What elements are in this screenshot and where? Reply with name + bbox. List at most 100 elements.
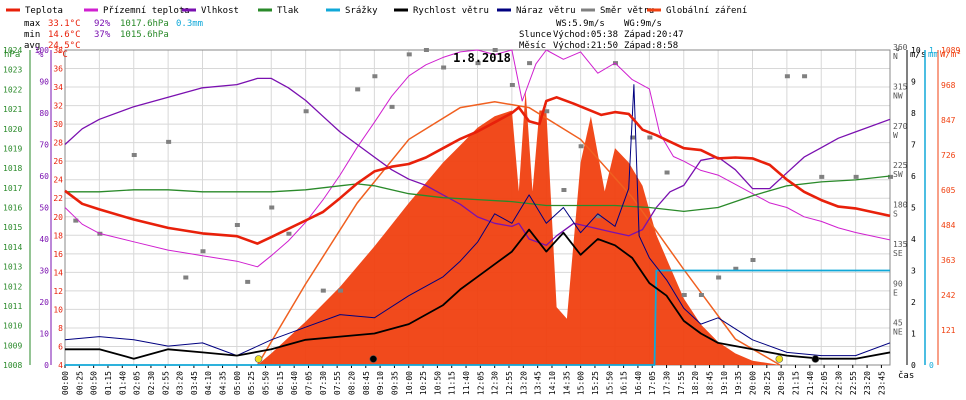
pressure-line (65, 175, 891, 213)
wind-direction-point (527, 61, 533, 66)
wind-direction-point (853, 174, 859, 179)
temperature-tick-label: 38 (53, 46, 63, 55)
x-tick-label: 07:30 (319, 371, 328, 395)
wind-tick-label: 3 (911, 267, 916, 276)
ground-temperature-line (64, 49, 891, 268)
stats-max-label: max (24, 19, 41, 29)
humidity-tick-label: 60 (39, 172, 49, 181)
temperature-tick-label: 24 (53, 176, 63, 185)
x-tick-label: 02:55 (161, 371, 170, 395)
direction-cardinal-label: NE (893, 328, 903, 337)
x-tick-label: 07:55 (333, 371, 342, 395)
wind-direction-point (245, 279, 251, 284)
x-tick-label: 02:05 (133, 371, 142, 395)
x-tick-label: 10:25 (419, 371, 428, 395)
direction-tick-label: 90 (893, 279, 903, 288)
pressure-tick-label: 1011 (3, 302, 22, 311)
axes: hPa% °C ° m/s mm W/m²čas100810091010101110121… (3, 43, 962, 395)
temperature-tick-label: 6 (58, 342, 63, 351)
x-tick-label: 21:15 (791, 371, 800, 395)
legend-label: Vlhkost (201, 6, 239, 16)
x-tick-label: 17:30 (663, 371, 672, 395)
wind-direction-point (269, 205, 275, 210)
direction-tick-label: 135 (893, 240, 908, 249)
stats-max-temp: 33.1°C (48, 19, 81, 29)
wind-direction-point (372, 74, 378, 79)
radiation-tick-label: 1089 (941, 46, 960, 55)
x-tick-label: 11:15 (448, 371, 457, 395)
temperature-tick-label: 4 (58, 361, 63, 370)
x-tick-label: 14:35 (562, 371, 571, 395)
pressure-tick-label: 1019 (3, 144, 22, 153)
direction-tick-label: 180 (893, 201, 908, 210)
rain-tick-label: 1 (929, 46, 934, 55)
x-tick-label: 04:35 (219, 371, 228, 395)
wind-tick-label: 6 (911, 172, 916, 181)
x-tick-label: 23:20 (863, 371, 872, 395)
temperature-tick-label: 18 (53, 231, 63, 240)
x-tick-label: 12:30 (491, 371, 500, 395)
legend-label: Náraz větru (516, 6, 576, 16)
wind-direction-point (338, 288, 343, 293)
wind-direction-point (73, 218, 79, 223)
wind-direction-point (286, 231, 292, 236)
radiation-tick-label: 968 (941, 81, 956, 90)
wind-tick-label: 8 (911, 109, 916, 118)
direction-cardinal-label: N (893, 52, 898, 61)
humidity-tick-label: 50 (39, 204, 49, 213)
wind-direction-point (630, 135, 636, 140)
temperature-tick-label: 34 (53, 83, 63, 92)
wind-tick-label: 4 (911, 235, 916, 244)
wind-speed-line (65, 228, 891, 360)
x-tick-label: 15:00 (577, 371, 586, 395)
wind-speed-summary: WS:5.9m/s (556, 19, 605, 29)
direction-tick-label: 270 (893, 122, 908, 131)
x-tick-label: 22:55 (849, 371, 858, 395)
rain-line (65, 269, 890, 366)
legend-label: Tlak (277, 6, 299, 16)
humidity-tick-label: 70 (39, 141, 49, 150)
pressure-tick-label: 1010 (3, 322, 22, 331)
wind-direction-point (578, 144, 584, 149)
humidity-tick-label: 20 (39, 298, 49, 307)
pressure-tick-label: 1021 (3, 105, 22, 114)
wind-direction-point (716, 275, 722, 280)
x-tick-label: 05:00 (233, 371, 242, 395)
wind-tick-label: 10 (911, 46, 921, 55)
theoretical-radiation-line (256, 101, 781, 366)
wind-direction-point (406, 52, 412, 57)
radiation-tick-label: 121 (941, 326, 956, 335)
x-tick-label: 08:20 (347, 371, 356, 395)
radiation-tick-label: 363 (941, 256, 956, 265)
x-tick-label: 10:00 (405, 371, 414, 395)
x-tick-label: 22:30 (834, 371, 843, 395)
x-tick-label: 01:40 (118, 371, 127, 395)
x-tick-label: 13:45 (534, 371, 543, 395)
stats-max-hum: 92% (94, 19, 111, 29)
direction-tick-label: 45 (893, 319, 903, 328)
x-tick-label: 20:50 (777, 371, 786, 395)
time-axis-label: čas (898, 370, 914, 381)
pressure-tick-label: 1017 (3, 184, 22, 193)
stats-min-label: min (24, 30, 40, 40)
x-tick-label: 12:55 (505, 371, 514, 395)
temperature-tick-label: 8 (58, 324, 63, 333)
radiation-tick-label: 484 (941, 221, 956, 230)
x-tick-label: 07:05 (304, 371, 313, 395)
wind-gust-summary: WG:9m/s (624, 19, 662, 29)
stats-min-temp: 14.6°C (48, 30, 81, 40)
stats-max-rain: 0.3mm (176, 19, 203, 29)
x-tick-label: 02:30 (147, 371, 156, 395)
x-tick-label: 23:45 (877, 371, 886, 395)
direction-cardinal-label: SE (893, 249, 903, 258)
pressure-tick-label: 1015 (3, 223, 22, 232)
humidity-tick-label: 10 (39, 330, 49, 339)
pressure-tick-label: 1018 (3, 164, 22, 173)
x-tick-label: 22:05 (820, 371, 829, 395)
x-tick-label: 09:10 (376, 371, 385, 395)
humidity-tick-label: 0 (44, 361, 49, 370)
x-tick-label: 06:40 (290, 371, 299, 395)
sun-label: Slunce (519, 30, 552, 40)
wind-direction-point (802, 74, 808, 79)
